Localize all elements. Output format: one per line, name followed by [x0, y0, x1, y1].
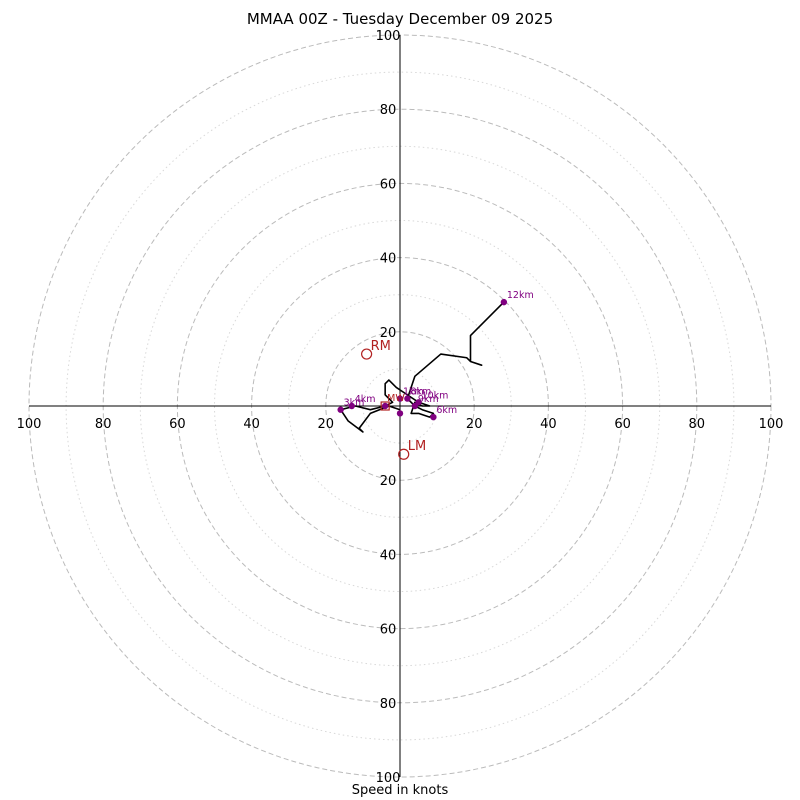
x-tick-label: 60 — [614, 417, 631, 432]
y-tick-label: 60 — [380, 623, 397, 638]
mean-wind-label: MW — [387, 393, 405, 404]
x-tick-label: 100 — [17, 417, 42, 432]
height-marker-dot — [337, 406, 344, 413]
height-marker-label: 9km — [418, 394, 439, 405]
x-tick-label: 80 — [689, 417, 706, 432]
storm-motion-label: LM — [408, 439, 426, 454]
height-marker-label: 4km — [355, 394, 376, 405]
height-marker-label: 6km — [436, 405, 457, 416]
x-tick-label: 40 — [540, 417, 557, 432]
chart-title: MMAA 00Z - Tuesday December 09 2025 — [246, 10, 554, 28]
y-tick-label: 20 — [380, 326, 397, 341]
height-marker-dot — [404, 395, 411, 402]
wind-trace-line — [339, 301, 505, 433]
y-tick-label: 60 — [380, 177, 397, 192]
storm-motion-marker — [398, 448, 410, 460]
height-marker-dot — [396, 410, 404, 417]
y-tick-label: 80 — [380, 697, 397, 712]
y-tick-label: 80 — [380, 103, 397, 118]
tick-labels: 100 80 60 40 20 20 40 60 80 100 100 80 60 40 20 20 40 60 8… — [17, 29, 784, 786]
x-tick-label: 60 — [169, 417, 186, 432]
storm-motion-label: RM — [371, 339, 391, 354]
height-marker-dot — [396, 395, 404, 402]
height-marker-label: 10km — [422, 390, 449, 401]
x-tick-label: 80 — [95, 417, 112, 432]
y-tick-label: 40 — [380, 548, 397, 563]
height-marker-dot — [500, 298, 508, 306]
height-marker-label: 8km — [410, 387, 431, 398]
y-tick-label: 20 — [380, 474, 397, 489]
x-axis-label: Speed in knots — [351, 783, 449, 798]
storm-motion-marker — [361, 348, 373, 360]
x-tick-label: 20 — [466, 417, 483, 432]
height-marker-dot — [415, 399, 422, 406]
y-tick-label: 40 — [380, 252, 397, 267]
height-marker-dot — [348, 402, 355, 410]
y-tick-label: 100 — [376, 771, 401, 786]
height-marker-label: 12km — [507, 290, 534, 301]
x-tick-label: 40 — [243, 417, 260, 432]
storm-motion: RM LM MW — [361, 339, 426, 460]
x-tick-label: 20 — [318, 417, 335, 432]
mean-wind-marker — [380, 401, 390, 411]
x-tick-label: 100 — [759, 417, 784, 432]
height-marker-dot — [381, 402, 389, 410]
height-marker-label: 1km — [403, 387, 424, 398]
wind-trace — [339, 301, 505, 433]
axes — [29, 35, 771, 777]
y-tick-label: 100 — [376, 29, 401, 44]
height-marker-label: 3km — [344, 398, 365, 409]
height-marker-dot — [430, 413, 437, 421]
